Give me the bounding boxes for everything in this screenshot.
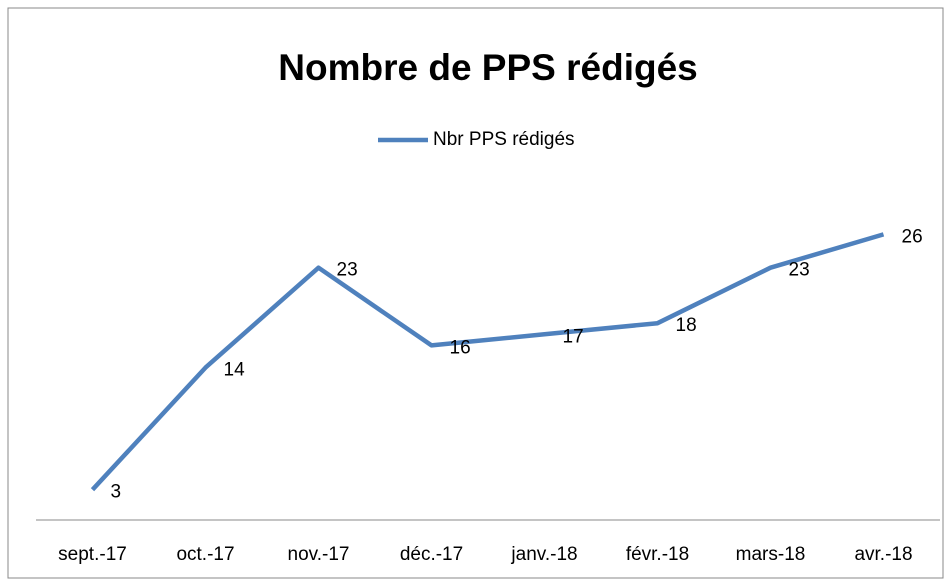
legend-label: Nbr PPS rédigés <box>433 129 575 150</box>
data-label: 14 <box>224 360 246 381</box>
data-label: 23 <box>337 260 358 281</box>
x-tick-label: janv.-18 <box>510 544 577 565</box>
data-label: 16 <box>450 337 471 358</box>
x-tick-label: févr.-18 <box>626 544 689 565</box>
data-label: 18 <box>676 315 697 336</box>
data-label: 17 <box>563 326 584 347</box>
data-label: 26 <box>902 226 923 247</box>
series-line <box>90 232 885 492</box>
x-tick-label: nov.-17 <box>288 544 350 565</box>
chart-border <box>7 7 944 579</box>
chart-title: Nombre de PPS rédigés <box>278 47 697 88</box>
data-label: 23 <box>789 260 810 281</box>
x-tick-label: sept.-17 <box>58 544 127 565</box>
x-tick-label: avr.-18 <box>854 544 912 565</box>
data-label: 3 <box>111 482 122 503</box>
x-tick-label: mars-18 <box>736 544 806 565</box>
x-tick-label: oct.-17 <box>176 544 234 565</box>
x-tick-label: déc.-17 <box>400 544 463 565</box>
